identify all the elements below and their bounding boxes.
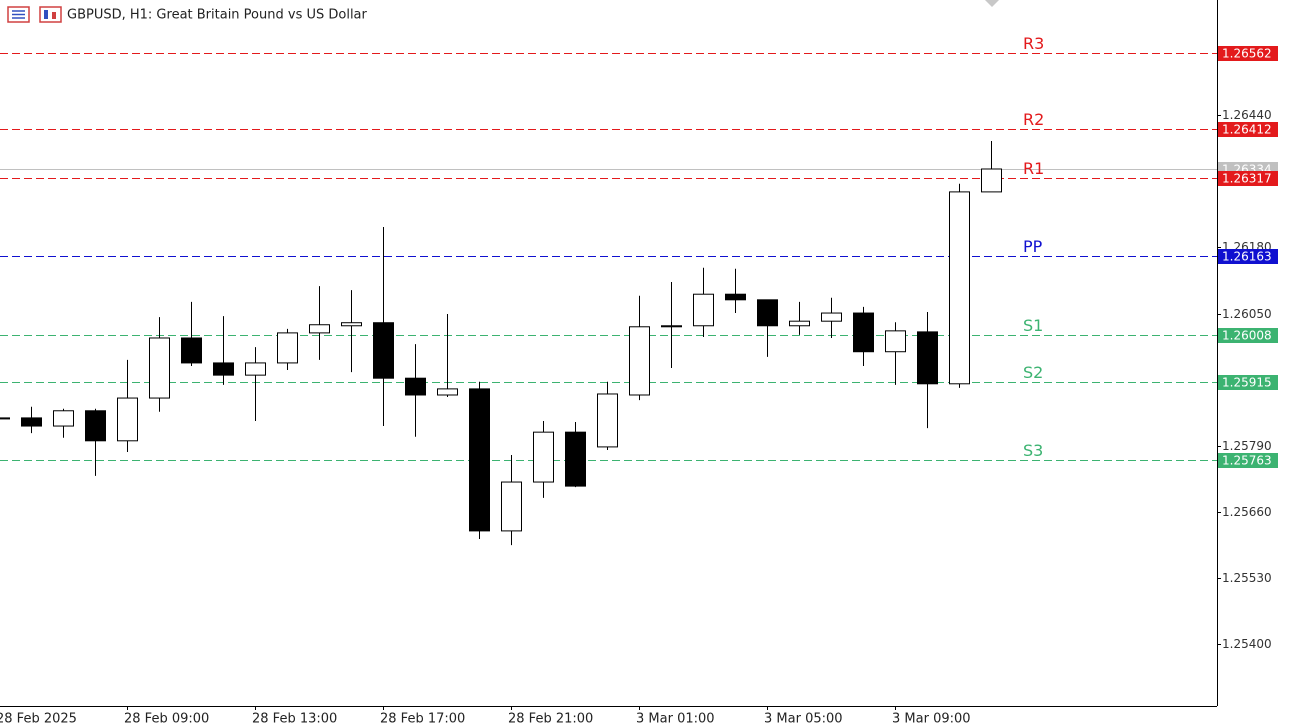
y-tick-label: 1.25400 <box>1222 637 1272 651</box>
candle-body <box>565 431 586 487</box>
x-tick-label: 28 Feb 17:00 <box>380 712 465 727</box>
level-tag-label: 1.26008 <box>1222 329 1272 343</box>
level-tag-label: 1.26163 <box>1222 250 1272 264</box>
level-tag-label: 1.26562 <box>1222 47 1272 61</box>
candle-body <box>885 330 906 353</box>
candle-body <box>469 388 490 532</box>
candle-body <box>533 431 554 483</box>
y-tick-label: 1.26440 <box>1222 108 1272 122</box>
candle-body <box>789 320 810 327</box>
y-tick-label: 1.25660 <box>1222 505 1272 519</box>
icon <box>44 10 48 19</box>
candle-body <box>757 299 778 327</box>
candle-body <box>405 377 426 396</box>
candle-body <box>309 324 330 334</box>
level-name: S1 <box>1023 316 1043 335</box>
candle-body <box>949 191 970 385</box>
candle-body <box>821 312 842 322</box>
level-tag-box <box>1218 171 1278 186</box>
candle-body <box>501 481 522 532</box>
candle-body <box>629 326 650 396</box>
level-name: R3 <box>1023 34 1044 53</box>
x-tick-label: 28 Feb 21:00 <box>508 712 593 727</box>
candle-body <box>213 362 234 376</box>
level-name: R1 <box>1023 159 1044 178</box>
level-tag-box <box>1218 122 1278 137</box>
candle-body <box>597 393 618 448</box>
level-tag-label: 1.25763 <box>1222 454 1272 468</box>
level-tag-label: 1.26412 <box>1222 123 1272 137</box>
candle-body <box>85 410 106 442</box>
level-tag-box <box>1218 328 1278 343</box>
x-tick-label: 3 Mar 05:00 <box>764 712 843 727</box>
level-tag-box <box>1218 249 1278 264</box>
chart-title: GBPUSD, H1: Great Britain Pound vs US Do… <box>67 8 368 23</box>
candle-body <box>0 417 10 420</box>
icon <box>39 6 62 23</box>
candle-body <box>725 293 746 301</box>
candle-body <box>917 331 938 385</box>
y-tick-label: 1.26050 <box>1222 307 1272 321</box>
candle-body <box>341 322 362 327</box>
x-tick-label: 3 Mar 01:00 <box>636 712 715 727</box>
candle-body <box>21 417 42 427</box>
candle-body <box>149 337 170 399</box>
candle-body <box>53 410 74 427</box>
level-tag-label: 1.25915 <box>1222 376 1272 390</box>
y-tick-label: 1.25790 <box>1222 439 1272 453</box>
candle-body <box>661 325 682 328</box>
level-tag-label: 1.26317 <box>1222 172 1272 186</box>
candle-body <box>437 388 458 396</box>
candle-body <box>245 362 266 376</box>
candle-body <box>117 397 138 442</box>
candle-body <box>693 293 714 327</box>
level-name: S2 <box>1023 363 1043 382</box>
level-name: PP <box>1023 237 1043 256</box>
candle-body <box>181 337 202 364</box>
x-tick-label: 28 Feb 09:00 <box>124 712 209 727</box>
level-tag-box <box>1218 46 1278 61</box>
level-name: S3 <box>1023 441 1043 460</box>
level-name: R2 <box>1023 110 1044 129</box>
candle-body <box>981 168 1002 193</box>
symbol-icons <box>7 6 62 23</box>
icon <box>52 12 56 19</box>
candle-body <box>853 312 874 353</box>
level-tag-box <box>1218 375 1278 390</box>
x-tick-label: 28 Feb 13:00 <box>252 712 337 727</box>
level-tag-box <box>1218 453 1278 468</box>
x-tick-label: 28 Feb 2025 <box>0 712 77 727</box>
y-tick-label: 1.25530 <box>1222 571 1272 585</box>
scroll-marker <box>985 0 999 7</box>
x-tick-label: 3 Mar 09:00 <box>892 712 971 727</box>
candle-body <box>277 332 298 364</box>
candle-body <box>373 322 394 379</box>
